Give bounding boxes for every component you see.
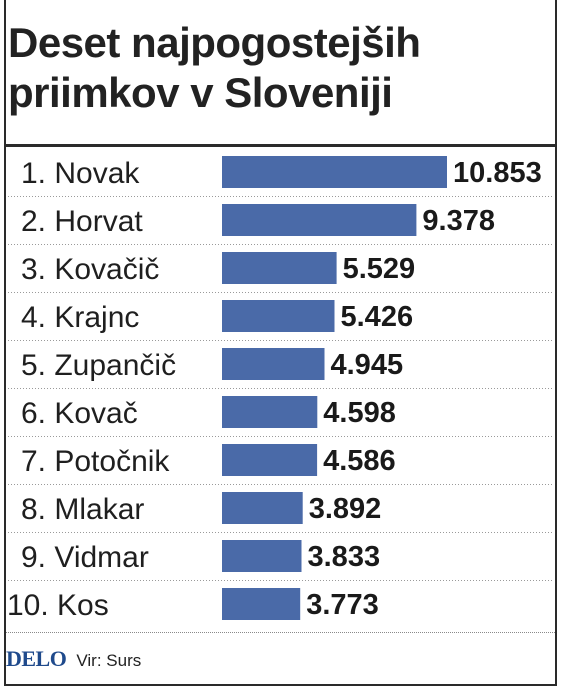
bar	[222, 300, 335, 332]
bar	[222, 492, 303, 524]
title-divider	[6, 144, 555, 147]
value-label: 3.833	[308, 541, 381, 573]
chart-title: Deset najpogostejših priimkov v Slovenij…	[8, 19, 421, 116]
bar	[222, 444, 318, 476]
category-label: 4. Krajnc	[21, 301, 139, 334]
bar	[222, 156, 447, 188]
category-label: 5. Zupančič	[21, 349, 176, 382]
value-label: 3.773	[306, 589, 379, 621]
category-label: 7. Potočnik	[21, 445, 170, 478]
value-label: 3.892	[309, 493, 382, 525]
bar	[222, 204, 417, 236]
footer-divider	[6, 632, 555, 633]
value-label: 5.529	[343, 253, 416, 285]
chart-frame	[4, 0, 557, 686]
category-label: 2. Horvat	[21, 205, 143, 238]
value-label: 4.586	[323, 445, 396, 477]
value-label: 5.426	[341, 301, 414, 333]
bar	[222, 348, 325, 380]
bar	[222, 252, 337, 284]
value-label: 4.945	[331, 349, 404, 381]
footer: DELO Vir: Surs	[6, 646, 141, 676]
category-label: 10. Kos	[7, 589, 109, 622]
delo-logo: DELO	[6, 646, 67, 671]
category-label: 9. Vidmar	[21, 541, 149, 574]
value-label: 9.378	[422, 205, 495, 237]
category-label: 8. Mlakar	[21, 493, 144, 526]
category-label: 6. Kovač	[21, 397, 138, 430]
bar	[222, 396, 318, 428]
bar	[222, 588, 301, 620]
value-label: 4.598	[323, 397, 396, 429]
category-label: 1. Novak	[21, 157, 140, 190]
category-label: 3. Kovačič	[21, 253, 159, 286]
bar	[222, 540, 302, 572]
source-note: Vir: Surs	[76, 651, 142, 670]
value-label: 10.853	[453, 157, 542, 189]
